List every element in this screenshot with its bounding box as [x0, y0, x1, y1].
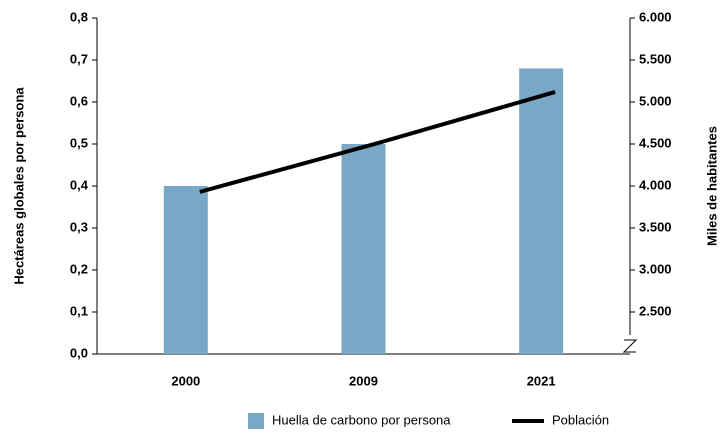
- y2-tick-label: 4.000: [639, 177, 672, 192]
- y-tick-label: 0,8: [70, 9, 88, 24]
- bar: [519, 68, 564, 355]
- legend-swatch: [248, 413, 264, 429]
- line: [199, 89, 556, 194]
- y-tick-label: 0,1: [70, 303, 88, 318]
- y-tick-label: 0,0: [70, 345, 88, 360]
- y2-tick-label: 5.000: [639, 93, 672, 108]
- y-axis-label: Hectáreas globales por persona: [11, 87, 26, 285]
- legend-label: Población: [552, 412, 609, 427]
- y-tick-label: 0,6: [70, 93, 88, 108]
- y-tick-label: 0,4: [70, 177, 89, 192]
- y2-tick-label: 5.500: [639, 51, 672, 66]
- y-tick-label: 0,7: [70, 51, 88, 66]
- y-tick-label: 0,3: [70, 219, 88, 234]
- y-tick-label: 0,2: [70, 261, 88, 276]
- y2-tick-label: 3.500: [639, 219, 672, 234]
- y2-axis-label: Miles de habitantes: [704, 126, 719, 246]
- y2-tick-label: 3.000: [639, 261, 672, 276]
- y2-tick-label: 6.000: [639, 9, 672, 24]
- x-tick-label: 2009: [349, 373, 378, 388]
- y-tick-label: 0,5: [70, 135, 88, 150]
- y2-tick-label: 4.500: [639, 135, 672, 150]
- bar: [341, 144, 386, 354]
- axis-break: [622, 339, 638, 353]
- x-tick-label: 2000: [171, 373, 200, 388]
- x-tick-label: 2021: [527, 373, 556, 388]
- legend-label: Huella de carbono por persona: [272, 412, 451, 427]
- bar: [163, 186, 208, 354]
- y2-tick-label: 2.500: [639, 303, 672, 318]
